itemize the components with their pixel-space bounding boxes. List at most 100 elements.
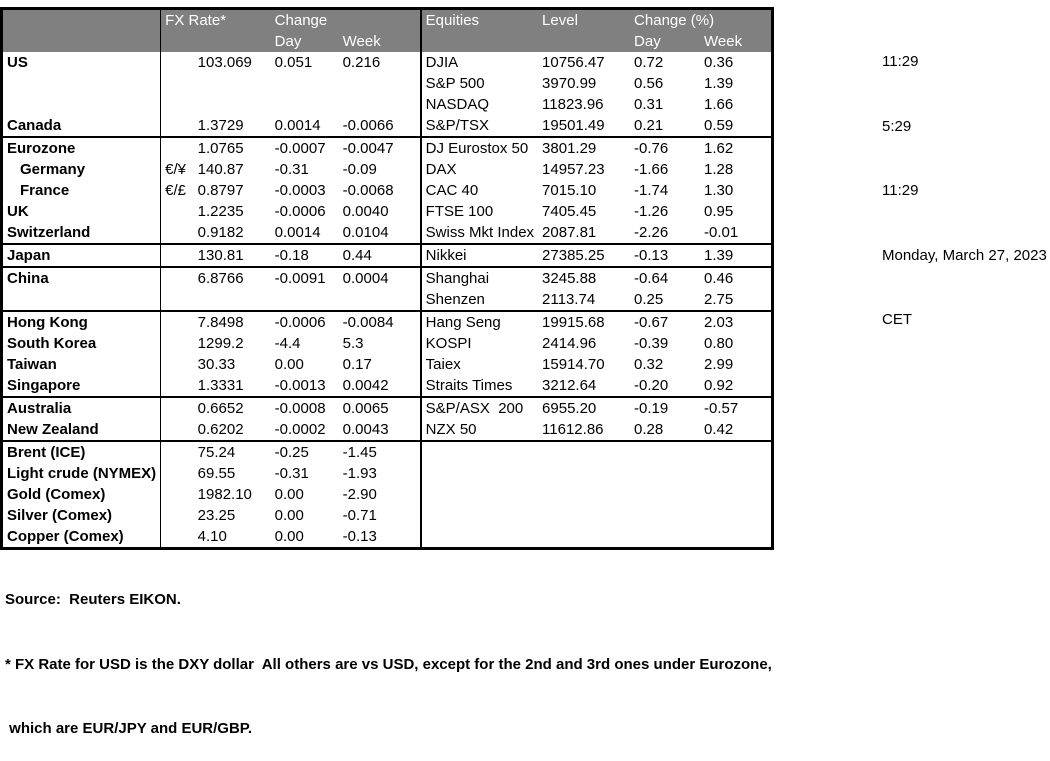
fx-row-label: Germany	[1, 159, 162, 180]
fx-day-change: -0.31	[274, 161, 309, 178]
equities-day-header: Day	[630, 31, 701, 52]
header-row-top: FX Rate* Change Equities Level Change (%…	[1, 8, 773, 31]
equity-level: 6955.20	[538, 396, 631, 419]
fx-day-change: -0.18	[270, 243, 339, 267]
equity-name: Swiss Mkt Index	[425, 224, 535, 241]
fx-rate-value: 23.25	[197, 507, 236, 524]
equity-day-change: 0.25	[634, 291, 664, 308]
fx-row-label: New Zealand	[1, 419, 162, 441]
fx-week-change: 0.0104	[338, 222, 422, 244]
equity-level: 2414.96	[542, 335, 597, 352]
fx-rate-value: 103.069	[197, 54, 252, 71]
table-header: FX Rate* Change Equities Level Change (%…	[1, 8, 773, 52]
footer-notes: Source: Reuters EIKON. * FX Rate for USD…	[5, 546, 1045, 761]
fx-rate-value	[194, 73, 271, 94]
spacer-cell	[538, 31, 631, 52]
equity-day-change	[630, 440, 701, 463]
fx-day-change: -0.0006	[274, 203, 326, 220]
equity-week-change: -0.01	[704, 224, 739, 241]
fx-rate-value: 130.81	[193, 243, 271, 267]
fx-pair-label	[160, 440, 194, 463]
table-row: Shenzen 2113.74 0.25 2.75	[1, 289, 773, 311]
equity-week-change: 2.03	[700, 310, 773, 333]
fx-week-change	[338, 94, 422, 115]
fx-pair-label	[161, 52, 194, 73]
fx-row-label: Australia	[1, 396, 162, 419]
equity-name: KOSPI	[425, 335, 472, 352]
equity-name: DJIA	[425, 54, 459, 71]
local-time: 11:29	[882, 53, 919, 70]
fx-row-label: US	[1, 52, 162, 73]
fx-week-change: 0.0004	[338, 266, 422, 289]
equity-level: 2113.74	[542, 291, 596, 308]
table-row: China 6.8766 -0.0091 0.0004 Shanghai 324…	[1, 266, 773, 289]
fx-row-label	[1, 94, 162, 115]
equity-week-change: 1.39	[700, 243, 773, 267]
fx-pair-label	[161, 375, 194, 397]
fx-row-label	[1, 289, 162, 311]
fx-week-change: -0.09	[338, 159, 422, 180]
header-row-sub: Day Week Day Week	[1, 31, 773, 52]
fx-pair-label	[161, 463, 194, 484]
fx-week-change: 0.0040	[338, 201, 422, 222]
fx-rate-value: 0.9182	[197, 224, 244, 241]
fx-rate-value: 75.24	[193, 440, 271, 463]
equity-name	[420, 440, 539, 463]
fx-rate-header: FX Rate*	[160, 8, 271, 31]
equity-name: S&P 500	[425, 75, 485, 92]
equity-week-change: 1.66	[704, 96, 734, 113]
fx-week-change: -0.0066	[338, 115, 422, 137]
fx-row-label: Hong Kong	[1, 310, 162, 333]
equity-week-change: 0.36	[704, 54, 734, 71]
equity-day-change: 0.21	[634, 117, 664, 134]
table-row: Australia 0.6652 -0.0008 0.0065 S&P/ASX …	[1, 396, 773, 419]
equity-day-change: -1.74	[634, 182, 669, 199]
equity-day-change: -0.19	[630, 396, 701, 419]
fx-row-label: Gold (Comex)	[1, 484, 162, 505]
table-row: Taiwan 30.33 0.00 0.17 Taiex 15914.70 0.…	[1, 354, 773, 375]
fx-rate-value: 4.10	[197, 528, 227, 545]
fx-pair-label	[161, 222, 194, 244]
fx-row-label: Eurozone	[1, 136, 162, 159]
date-label: Monday, March 27, 2023	[882, 246, 1047, 264]
equity-week-change: 0.46	[700, 266, 773, 289]
equity-level: 10756.47	[542, 54, 605, 71]
equity-name: Shenzen	[425, 291, 485, 308]
fx-day-change: 0.0014	[274, 224, 321, 241]
equity-week-change	[700, 484, 772, 505]
spacer-cell	[160, 31, 194, 52]
fx-day-change: -0.0006	[270, 310, 339, 333]
fx-week-change: -1.93	[338, 463, 422, 484]
table-row: Germany €/¥ 140.87 -0.31 -0.09 DAX 14957…	[1, 159, 773, 180]
source-note: Source: Reuters EIKON.	[5, 591, 181, 608]
fx-rate-value: 1.0765	[193, 136, 271, 159]
fx-pair-label	[160, 266, 194, 289]
fx-rate-value	[194, 289, 271, 311]
equity-name: Taiex	[425, 356, 461, 373]
fx-day-change: -0.0002	[274, 421, 326, 438]
timestamp-block: 11:29 5:29 11:29 Monday, March 27, 2023 …	[882, 8, 1047, 352]
fx-rate-value: 1299.2	[197, 335, 244, 352]
equity-name: DAX	[425, 161, 457, 178]
fx-week-change: -2.90	[338, 484, 422, 505]
fx-week-change: 0.44	[338, 243, 422, 267]
fx-week-change: 0.216	[338, 52, 422, 73]
fx-week-change	[338, 289, 422, 311]
equity-level: 19915.68	[538, 310, 631, 333]
fx-rate-value: 1.2235	[197, 203, 244, 220]
equity-day-change	[630, 463, 700, 484]
fx-week-change: 0.0042	[338, 375, 422, 397]
equity-day-change: -1.66	[634, 161, 669, 178]
table-row: Light crude (NYMEX) 69.55 -0.31 -1.93	[1, 463, 773, 484]
fx-pair-label	[161, 201, 194, 222]
fx-rate-value: 140.87	[197, 161, 244, 178]
fx-pair-label	[160, 396, 194, 419]
equity-level: 27385.25	[538, 243, 631, 267]
equity-level: 11612.86	[542, 421, 604, 438]
timezone-label: CET	[882, 311, 912, 328]
fx-row-label: France	[1, 180, 162, 201]
equity-name: DJ Eurostox 50	[420, 136, 539, 159]
fx-pair-label	[161, 333, 194, 354]
fx-pair-label	[161, 73, 194, 94]
fx-row-label: Canada	[1, 115, 162, 137]
